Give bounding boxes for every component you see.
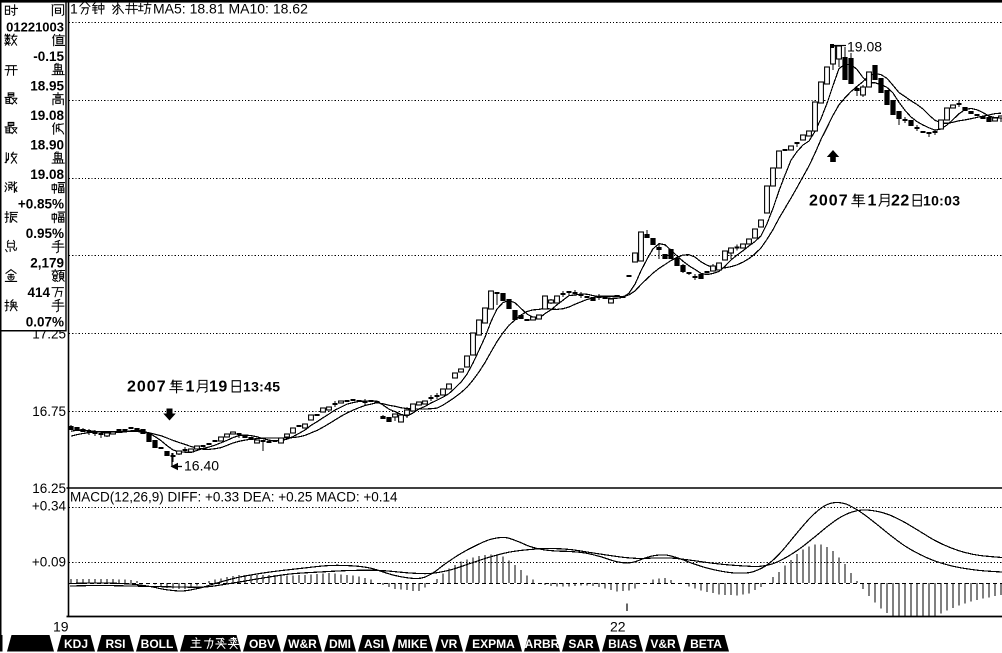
svg-text:19.08: 19.08 — [30, 167, 64, 182]
svg-text:2,179: 2,179 — [30, 256, 64, 271]
svg-text:10:03: 10:03 — [923, 193, 960, 209]
svg-text:RSI: RSI — [105, 637, 125, 651]
svg-text:414: 414 — [27, 285, 50, 300]
svg-text:16.75: 16.75 — [32, 404, 66, 419]
svg-text:16.25: 16.25 — [32, 481, 66, 496]
svg-text:18.95: 18.95 — [30, 79, 64, 94]
svg-text:MA5: 18.81 MA10: 18.62: MA5: 18.81 MA10: 18.62 — [153, 1, 308, 17]
svg-text:1: 1 — [70, 1, 78, 17]
svg-text:+0.09: +0.09 — [32, 555, 66, 570]
svg-text:22: 22 — [610, 619, 626, 635]
svg-text:DMI: DMI — [329, 637, 351, 651]
svg-text:BETA: BETA — [690, 637, 722, 651]
svg-text:22: 22 — [891, 193, 910, 210]
svg-text:OBV: OBV — [249, 637, 275, 651]
svg-text:VR: VR — [441, 637, 458, 651]
svg-text:-0.15: -0.15 — [33, 49, 64, 64]
svg-text:16.40: 16.40 — [184, 458, 219, 474]
svg-text:19: 19 — [53, 619, 69, 635]
svg-text:1: 1 — [868, 193, 877, 210]
svg-text:18.90: 18.90 — [30, 138, 64, 153]
svg-text:+0.85%: +0.85% — [18, 197, 64, 212]
svg-text:W&R: W&R — [288, 637, 317, 651]
svg-text:+0.34: +0.34 — [32, 499, 67, 514]
svg-text:V&R: V&R — [650, 637, 676, 651]
svg-text:19: 19 — [209, 379, 228, 396]
svg-text:KDJ: KDJ — [64, 637, 88, 651]
svg-text:01221003: 01221003 — [6, 20, 64, 35]
svg-text:19.08: 19.08 — [30, 108, 64, 123]
svg-text:MIKE: MIKE — [398, 637, 428, 651]
svg-text:MACD(12,26,9) DIFF: +0.33 DEA:: MACD(12,26,9) DIFF: +0.33 DEA: +0.25 MAC… — [70, 490, 398, 505]
svg-text:ASI: ASI — [364, 637, 384, 651]
svg-text:2007: 2007 — [127, 379, 167, 396]
svg-text:2007: 2007 — [809, 193, 849, 210]
svg-text:0.07%: 0.07% — [26, 315, 64, 330]
svg-text:19.08: 19.08 — [847, 39, 882, 55]
svg-text:1: 1 — [186, 379, 195, 396]
svg-text:ARBR: ARBR — [525, 637, 560, 651]
svg-text:BIAS: BIAS — [608, 637, 637, 651]
svg-text:0.95%: 0.95% — [26, 226, 64, 241]
svg-text:EXPMA: EXPMA — [472, 637, 515, 651]
svg-text:BOLL: BOLL — [141, 637, 174, 651]
svg-text:SAR: SAR — [568, 637, 594, 651]
svg-text:13:45: 13:45 — [243, 379, 280, 395]
